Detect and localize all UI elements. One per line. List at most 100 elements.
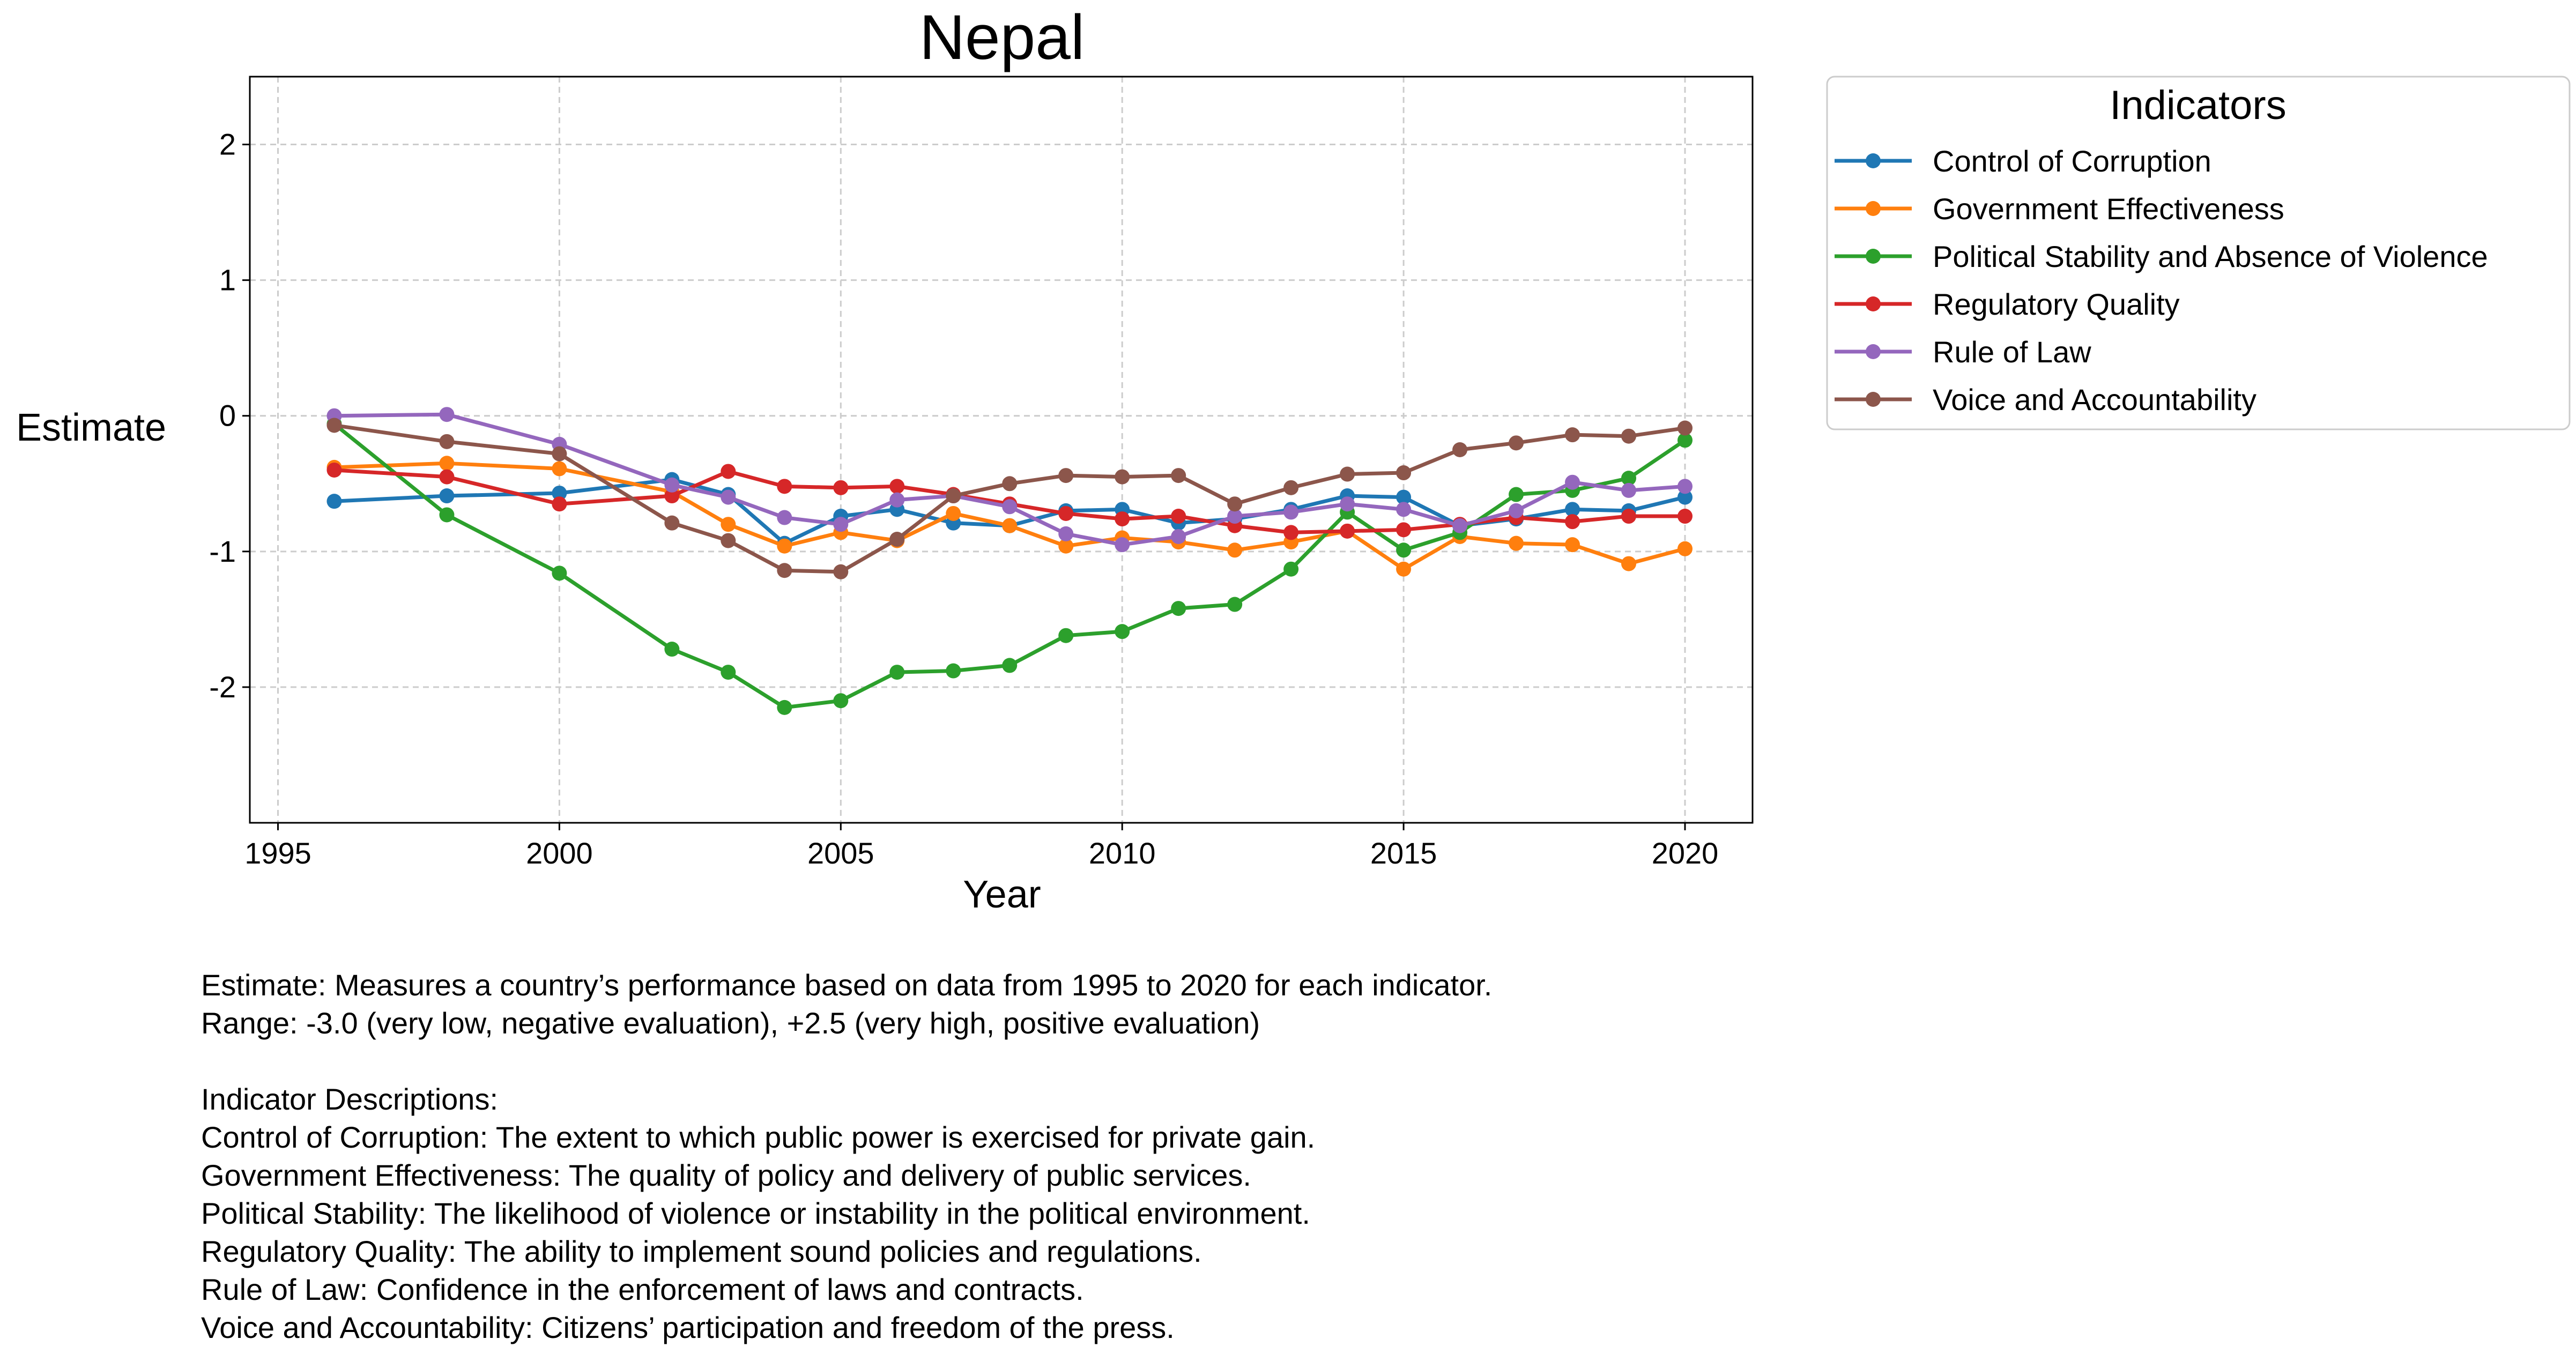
note-line: Voice and Accountability: Citizens’ part… (201, 1311, 1175, 1344)
legend-entries: Control of Corruption Government Effectiv… (1835, 144, 2488, 416)
legend-frame (1826, 76, 2571, 430)
legend-entry: Government Effectiveness (1835, 192, 2284, 226)
data-point (1115, 511, 1130, 527)
data-point (946, 488, 961, 504)
y-axis-label: Estimate (16, 406, 166, 449)
data-point (1396, 561, 1412, 577)
data-point (1677, 509, 1693, 524)
data-point (1396, 502, 1412, 517)
data-point (1283, 480, 1299, 495)
legend-label: Government Effectiveness (1933, 192, 2284, 226)
data-point (1227, 496, 1243, 512)
x-tick-label: 2005 (807, 836, 874, 870)
description-notes: Estimate: Measures a country’s performan… (201, 966, 1809, 1346)
data-point (552, 446, 567, 462)
data-point (1058, 538, 1074, 554)
notes-spacer (201, 1042, 1809, 1080)
legend-marker (1866, 296, 1881, 311)
data-point (1396, 542, 1412, 558)
data-point (1340, 466, 1355, 482)
note-line: Indicator Descriptions: (201, 1082, 499, 1116)
data-point (777, 700, 792, 715)
legend-label: Regulatory Quality (1933, 287, 2180, 321)
legend-entry: Control of Corruption (1835, 144, 2211, 178)
data-point (1115, 469, 1130, 485)
data-point (777, 538, 792, 554)
data-point (1452, 442, 1468, 457)
series-layer (326, 407, 1693, 715)
legend-marker (1866, 153, 1881, 168)
data-point (326, 462, 342, 478)
note-line: Range: -3.0 (very low, negative evaluati… (201, 1006, 1260, 1040)
data-point (439, 456, 455, 471)
data-point (833, 480, 849, 495)
data-point (1452, 518, 1468, 533)
data-point (664, 488, 680, 504)
y-tick-label: -2 (209, 670, 236, 704)
data-point (552, 496, 567, 512)
data-point (889, 532, 905, 547)
data-point (1621, 556, 1637, 571)
data-point (1565, 537, 1580, 553)
series-line (332, 468, 1687, 534)
data-point (439, 488, 455, 504)
data-point (664, 642, 680, 657)
data-point (721, 464, 736, 479)
data-point (1002, 499, 1018, 515)
data-point (946, 663, 961, 679)
data-point (664, 477, 680, 493)
data-point (1115, 537, 1130, 553)
data-point (1058, 505, 1074, 521)
x-tick-label: 2020 (1652, 836, 1719, 870)
data-point (1171, 509, 1186, 524)
data-point (664, 515, 680, 531)
note-line: Control of Corruption: The extent to whi… (201, 1120, 1316, 1154)
legend-title: Indicators (2110, 83, 2287, 128)
data-point (1171, 468, 1186, 483)
data-point (721, 665, 736, 680)
data-point (1677, 489, 1693, 505)
data-point (1621, 509, 1637, 524)
data-point (721, 489, 736, 505)
data-point (326, 418, 342, 433)
x-axis: 1995 2000 2005 2010 2015 2020 (244, 823, 1718, 870)
data-point (777, 563, 792, 578)
legend-entry: Voice and Accountability (1835, 383, 2256, 416)
data-point (1677, 433, 1693, 448)
series-6 (326, 418, 1693, 579)
data-point (889, 492, 905, 508)
legend: Indicators Control of Corruption Governme… (1826, 76, 2571, 430)
data-point (833, 564, 849, 579)
y-tick-label: 1 (219, 263, 236, 297)
data-point (1509, 487, 1524, 502)
data-point (1396, 489, 1412, 505)
data-point (326, 494, 342, 509)
data-point (1621, 428, 1637, 444)
data-point (439, 407, 455, 422)
x-tick-label: 2000 (526, 836, 593, 870)
data-point (1171, 601, 1186, 616)
data-point (1565, 427, 1580, 443)
series-3 (326, 416, 1693, 715)
note-line: Estimate: Measures a country’s performan… (201, 968, 1493, 1002)
data-point (777, 510, 792, 525)
data-point (1565, 514, 1580, 530)
series-line (332, 461, 1687, 571)
note-line: Political Stability: The likelihood of v… (201, 1196, 1310, 1230)
data-point (1509, 435, 1524, 451)
chart-title: Nepal (919, 2, 1085, 73)
data-point (1677, 541, 1693, 556)
data-point (1621, 482, 1637, 498)
legend-marker (1866, 201, 1881, 216)
note-line: Regulatory Quality: The ability to imple… (201, 1234, 1202, 1268)
data-point (1283, 504, 1299, 520)
data-point (1227, 597, 1243, 612)
data-point (889, 665, 905, 680)
legend-label: Voice and Accountability (1933, 383, 2256, 416)
legend-marker (1866, 392, 1881, 407)
grid-lines (250, 77, 1753, 823)
data-point (1565, 502, 1580, 517)
series-line (332, 423, 1687, 574)
series-line (332, 412, 1687, 547)
